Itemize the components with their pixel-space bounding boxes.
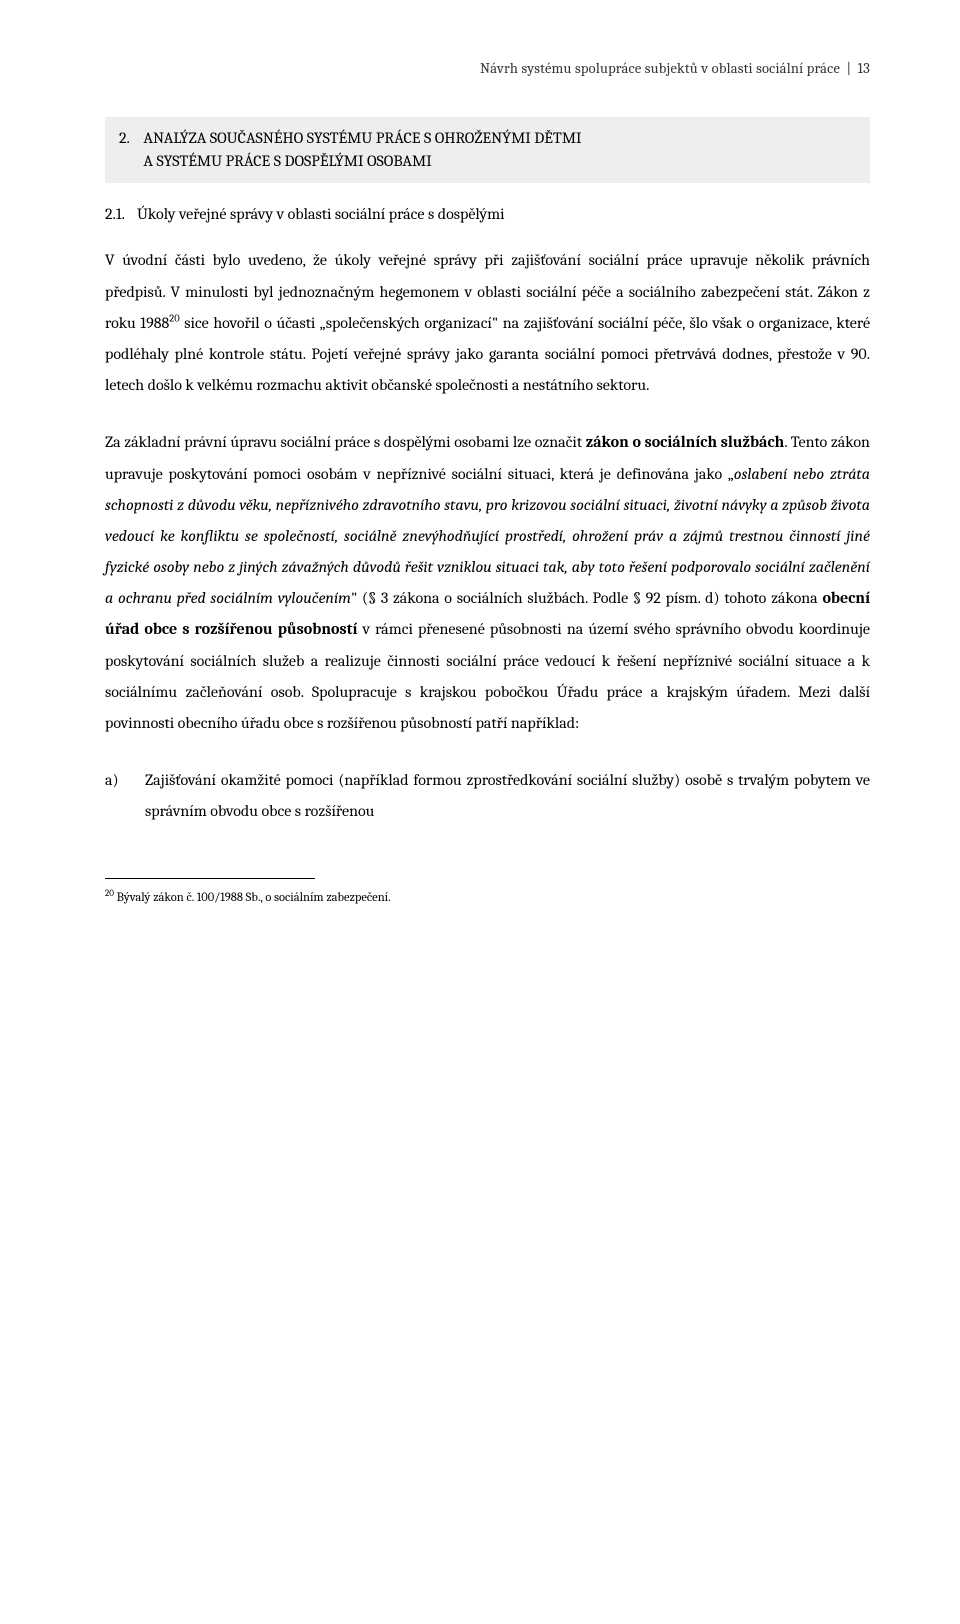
section-number: 2. [119,129,130,147]
footnote-separator [105,878,315,879]
running-header: Návrh systému spolupráce subjektů v obla… [105,60,870,77]
header-separator: | [846,60,851,77]
footnote-number: 20 [105,888,114,898]
subsection-number: 2.1. [105,205,125,223]
p1-text2: sice hovořil o účasti „společenských org… [105,314,870,394]
p2-bold1: zákon o sociálních službách [586,433,785,451]
p2-text1: Za základní právní úpravu sociální práce… [105,433,586,451]
section-title-line1: ANALÝZA SOUČASNÉHO SYSTÉMU PRÁCE S OHROŽ… [143,129,581,147]
subsection-title: Úkoly veřejné správy v oblasti sociální … [137,205,505,223]
p2-text3: " (§ 3 zákona o sociálních službách. Pod… [351,589,822,607]
paragraph-1: V úvodní části bylo uvedeno, že úkoly ve… [105,245,870,401]
page-number: 13 [858,60,870,77]
section-title-line2: A SYSTÉMU PRÁCE S DOSPĚLÝMI OSOBAMI [143,152,431,170]
section-heading: 2. ANALÝZA SOUČASNÉHO SYSTÉMU PRÁCE S OH… [105,117,870,183]
footnote-ref-20: 20 [169,312,179,324]
subsection-heading: 2.1. Úkoly veřejné správy v oblasti sociá… [105,205,870,223]
footnote-20: 20 Bývalý zákon č. 100/1988 Sb., o sociá… [105,889,870,908]
footnote-text: Bývalý zákon č. 100/1988 Sb., o sociální… [114,891,391,905]
list-content-a: Zajišťování okamžité pomoci (například f… [145,765,870,827]
list-marker-a: a) [105,765,145,827]
header-title: Návrh systému spolupráce subjektů v obla… [480,60,840,77]
p2-italic1: oslabení nebo ztráta schopnosti z důvodu… [105,465,870,608]
section-title: ANALÝZA SOUČASNÉHO SYSTÉMU PRÁCE S OHROŽ… [143,127,823,173]
paragraph-2: Za základní právní úpravu sociální práce… [105,427,870,739]
list-item-a: a) Zajišťování okamžité pomoci (napříkla… [105,765,870,827]
